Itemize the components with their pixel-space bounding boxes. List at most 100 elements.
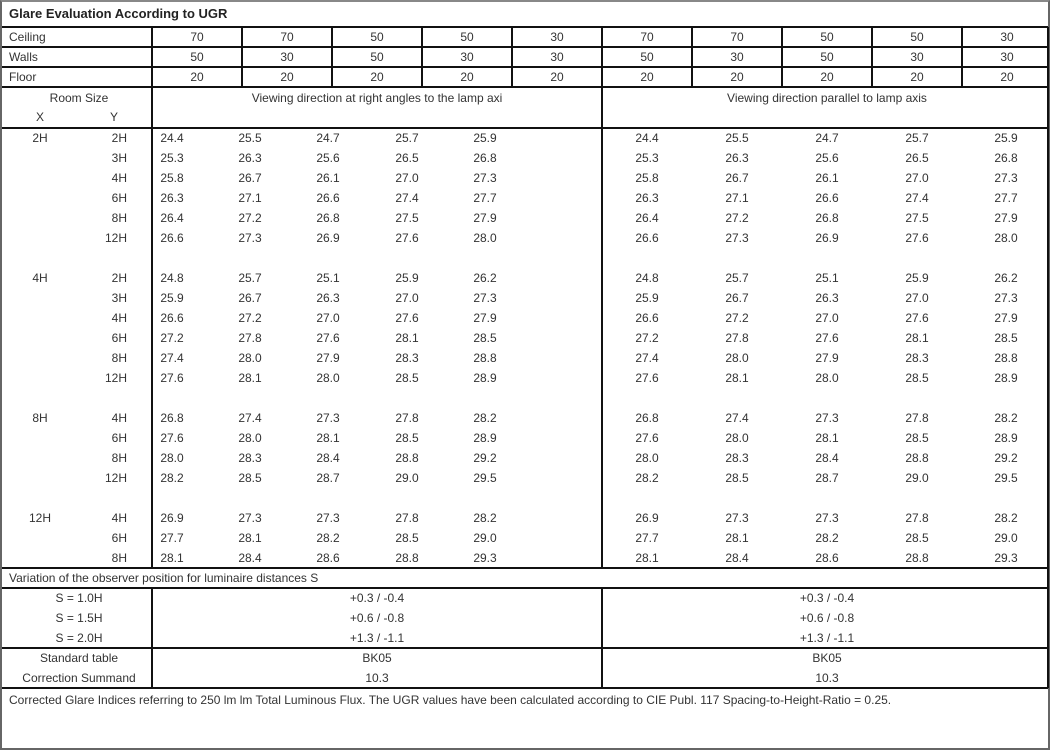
- ugr-value: 26.7: [725, 291, 749, 305]
- ugr-value: 26.6: [635, 311, 659, 325]
- divider: [961, 27, 963, 87]
- ugr-value: 27.9: [473, 211, 497, 225]
- ugr-value: 25.3: [635, 151, 659, 165]
- ugr-value: 28.4: [815, 451, 839, 465]
- ugr-value: 28.0: [473, 231, 497, 245]
- room-y: 12H: [104, 471, 127, 485]
- divider: [2, 567, 1048, 569]
- ugr-value: 26.3: [725, 151, 749, 165]
- variation-label: S = 2.0H: [55, 631, 103, 645]
- reflectance-value: 30: [280, 50, 294, 64]
- reflectance-value: 20: [730, 70, 744, 84]
- ugr-value: 27.2: [160, 331, 184, 345]
- ugr-value: 27.3: [994, 171, 1018, 185]
- ugr-value: 28.1: [395, 331, 419, 345]
- standard-right: BK05: [812, 651, 842, 665]
- ugr-value: 28.7: [815, 471, 839, 485]
- divider: [151, 588, 153, 688]
- ugr-value: 28.0: [725, 431, 749, 445]
- ugr-value: 27.8: [238, 331, 262, 345]
- ugr-value: 27.3: [815, 511, 839, 525]
- correction-left: 10.3: [365, 671, 389, 685]
- ugr-value: 25.8: [160, 171, 184, 185]
- ugr-value: 28.2: [473, 411, 497, 425]
- ugr-value: 27.7: [160, 531, 184, 545]
- ugr-value: 25.7: [725, 271, 749, 285]
- room-x: 2H: [32, 131, 48, 145]
- ugr-value: 27.3: [238, 511, 262, 525]
- y-label: Y: [109, 110, 119, 124]
- variation-title: Variation of the observer position for l…: [9, 571, 319, 585]
- ugr-value: 28.9: [994, 371, 1018, 385]
- ugr-value: 28.5: [395, 371, 419, 385]
- ugr-value: 28.1: [725, 531, 749, 545]
- room-y: 4H: [111, 311, 127, 325]
- ugr-value: 27.6: [635, 431, 659, 445]
- room-y: 12H: [104, 231, 127, 245]
- room-y: 3H: [111, 151, 127, 165]
- ugr-value: 28.5: [994, 331, 1018, 345]
- ugr-value: 28.4: [316, 451, 340, 465]
- ugr-value: 26.8: [815, 211, 839, 225]
- ugr-value: 27.0: [905, 171, 929, 185]
- reflectance-value: 50: [190, 50, 204, 64]
- ugr-value: 26.6: [160, 311, 184, 325]
- ugr-value: 27.6: [815, 331, 839, 345]
- reflectance-value: 50: [910, 30, 924, 44]
- ugr-value: 27.8: [395, 511, 419, 525]
- ugr-value: 28.2: [994, 511, 1018, 525]
- ugr-value: 27.6: [160, 371, 184, 385]
- room-y: 4H: [111, 171, 127, 185]
- ugr-value: 28.8: [905, 451, 929, 465]
- divider: [601, 27, 603, 87]
- divider: [2, 647, 1048, 649]
- ugr-value: 28.3: [395, 351, 419, 365]
- ugr-value: 28.0: [815, 371, 839, 385]
- reflectance-value: 20: [820, 70, 834, 84]
- ugr-value: 25.7: [238, 271, 262, 285]
- ugr-value: 28.0: [160, 451, 184, 465]
- ugr-value: 27.0: [395, 171, 419, 185]
- variation-label: S = 1.5H: [55, 611, 103, 625]
- ugr-value: 28.5: [238, 471, 262, 485]
- divider: [331, 27, 333, 87]
- ugr-value: 27.3: [238, 231, 262, 245]
- reflectance-value: 30: [550, 50, 564, 64]
- ugr-value: 28.2: [473, 511, 497, 525]
- ugr-value: 25.9: [994, 131, 1018, 145]
- room-y: 6H: [111, 191, 127, 205]
- ugr-value: 26.8: [160, 411, 184, 425]
- ugr-value: 28.5: [905, 431, 929, 445]
- variation-left: +0.6 / -0.8: [349, 611, 405, 625]
- ugr-value: 28.4: [725, 551, 749, 565]
- ugr-value: 29.0: [994, 531, 1018, 545]
- ugr-value: 26.7: [725, 171, 749, 185]
- ugr-value: 28.8: [994, 351, 1018, 365]
- ugr-value: 26.1: [815, 171, 839, 185]
- ugr-value: 26.6: [815, 191, 839, 205]
- ugr-value: 27.9: [316, 351, 340, 365]
- divider: [241, 27, 243, 87]
- ugr-value: 27.3: [316, 511, 340, 525]
- reflectance-value: 30: [1000, 50, 1014, 64]
- ugr-value: 26.3: [316, 291, 340, 305]
- ugr-value: 27.3: [725, 511, 749, 525]
- ugr-value: 25.5: [238, 131, 262, 145]
- standard-label: Standard table: [39, 651, 119, 665]
- ugr-value: 28.3: [238, 451, 262, 465]
- reflectance-value: 20: [550, 70, 564, 84]
- divider: [871, 27, 873, 87]
- ugr-value: 29.2: [994, 451, 1018, 465]
- ugr-value: 28.5: [905, 371, 929, 385]
- ugr-value: 27.3: [994, 291, 1018, 305]
- room-y: 8H: [111, 451, 127, 465]
- reflectance-value: 50: [820, 30, 834, 44]
- room-y: 6H: [111, 531, 127, 545]
- ugr-value: 25.3: [160, 151, 184, 165]
- ugr-value: 27.0: [316, 311, 340, 325]
- ugr-value: 27.3: [725, 231, 749, 245]
- divider: [151, 27, 153, 87]
- ugr-value: 25.1: [815, 271, 839, 285]
- ugr-value: 26.9: [635, 511, 659, 525]
